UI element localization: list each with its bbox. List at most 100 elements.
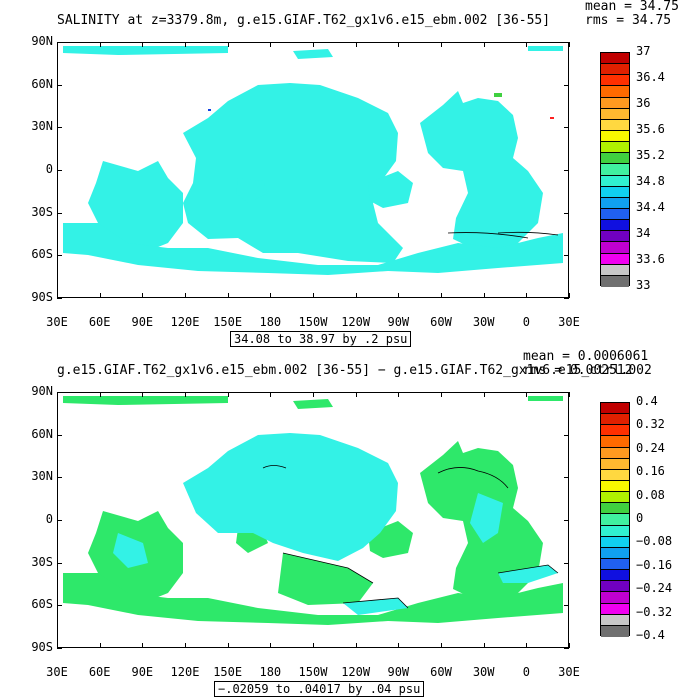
y-tick bbox=[57, 392, 62, 393]
y-tick bbox=[564, 605, 569, 607]
colorbar-swatch bbox=[601, 142, 629, 154]
x-tick bbox=[185, 42, 186, 47]
colorbar-label: 36.4 bbox=[636, 70, 665, 84]
y-tick bbox=[57, 42, 62, 43]
colorbar-label: 34.8 bbox=[636, 174, 665, 188]
y-tick bbox=[57, 434, 62, 436]
x-tick bbox=[227, 42, 229, 47]
y-tick bbox=[57, 212, 62, 214]
colorbar-label: 0.32 bbox=[636, 417, 665, 432]
y-tick bbox=[564, 170, 569, 171]
colorbar-swatch bbox=[601, 86, 629, 98]
colorbar-label: 35.6 bbox=[636, 122, 665, 136]
colorbar-label: 36 bbox=[636, 96, 651, 110]
colorbar-label: 0.16 bbox=[636, 464, 665, 479]
rms-stat: rms = 0.002512 bbox=[523, 363, 633, 378]
y-axis-label: 0 bbox=[45, 512, 53, 526]
colorbar-difference bbox=[600, 402, 630, 637]
x-tick bbox=[142, 42, 144, 47]
x-tick bbox=[483, 392, 485, 397]
y-tick bbox=[57, 170, 62, 171]
colorbar-label: −0.08 bbox=[636, 534, 673, 549]
x-tick bbox=[569, 392, 570, 397]
x-tick bbox=[355, 42, 357, 47]
y-tick bbox=[57, 477, 62, 479]
x-axis-label: 30E bbox=[46, 315, 68, 329]
x-tick bbox=[355, 293, 357, 298]
rms-stat: rms = 34.75 bbox=[585, 13, 672, 28]
y-axis-label: 60S bbox=[31, 597, 53, 612]
y-tick bbox=[564, 434, 569, 436]
x-tick bbox=[441, 392, 442, 397]
y-tick bbox=[564, 520, 569, 521]
x-axis-label: 90E bbox=[131, 315, 154, 329]
difference-field bbox=[63, 396, 563, 625]
mean-stat: mean = 0.0006061 bbox=[523, 349, 649, 364]
y-axis-label: 60S bbox=[31, 247, 53, 262]
y-axis-label: 0 bbox=[45, 162, 53, 176]
colorbar-swatch bbox=[601, 625, 629, 637]
x-tick bbox=[398, 643, 400, 648]
colorbar-swatch bbox=[601, 614, 629, 626]
x-axis-label: 0 bbox=[522, 315, 530, 329]
x-axis-label: 30E bbox=[558, 665, 580, 679]
colorbar-swatch bbox=[601, 253, 629, 265]
x-axis-label: 150E bbox=[213, 665, 243, 679]
colorbar-label: −0.4 bbox=[636, 628, 665, 642]
y-tick bbox=[564, 298, 569, 299]
x-tick bbox=[57, 293, 58, 298]
y-tick bbox=[564, 255, 569, 257]
colorbar-swatch bbox=[601, 547, 629, 559]
x-tick bbox=[142, 293, 144, 298]
y-tick bbox=[57, 605, 62, 607]
x-tick bbox=[526, 293, 528, 298]
y-axis-label: 30S bbox=[31, 204, 53, 219]
x-axis-label: 0 bbox=[522, 665, 530, 679]
x-axis-label: 150W bbox=[298, 315, 328, 329]
x-tick bbox=[99, 643, 101, 648]
colorbar-swatch bbox=[601, 469, 629, 481]
x-tick bbox=[99, 42, 101, 47]
x-axis-label: 90W bbox=[387, 665, 410, 679]
y-tick bbox=[564, 84, 569, 86]
colorbar-swatch bbox=[601, 492, 629, 504]
x-tick bbox=[99, 392, 101, 397]
x-tick bbox=[270, 293, 272, 298]
panel-title: SALINITY at z=3379.8m, g.e15.GIAF.T62_gx… bbox=[57, 13, 551, 28]
salinity-ocean bbox=[63, 46, 563, 275]
map-difference bbox=[57, 392, 569, 648]
x-tick bbox=[270, 643, 272, 648]
x-axis-label: 120W bbox=[341, 315, 371, 329]
x-tick bbox=[57, 42, 58, 47]
colorbar-swatch bbox=[601, 514, 629, 526]
x-tick bbox=[270, 392, 272, 397]
x-tick bbox=[185, 392, 186, 397]
x-tick bbox=[483, 42, 485, 47]
colorbar-label: 34 bbox=[636, 226, 651, 240]
colorbar-swatch bbox=[601, 264, 629, 276]
colorbar-swatch bbox=[601, 208, 629, 221]
contour-range-label: 34.08 to 38.97 by .2 psu bbox=[230, 331, 412, 347]
x-tick bbox=[526, 392, 528, 397]
colorbar-swatch bbox=[601, 458, 629, 470]
x-axis-label: 30E bbox=[558, 315, 580, 329]
y-tick bbox=[564, 648, 569, 649]
x-axis-label: 30E bbox=[46, 665, 68, 679]
x-tick bbox=[569, 643, 570, 648]
y-axis-label: 30N bbox=[31, 119, 53, 134]
colorbar-swatch bbox=[601, 581, 629, 593]
x-tick bbox=[398, 293, 400, 298]
y-tick bbox=[57, 520, 62, 521]
colorbar-label: 0.24 bbox=[636, 440, 665, 455]
y-tick bbox=[57, 255, 62, 257]
colorbar-label: −0.24 bbox=[636, 581, 673, 596]
colorbar-swatch bbox=[601, 220, 629, 232]
colorbar-swatch bbox=[601, 503, 629, 515]
colorbar-swatch bbox=[601, 186, 629, 198]
colorbar-salinity bbox=[600, 52, 630, 287]
colorbar-swatch bbox=[601, 164, 629, 176]
colorbar-swatch bbox=[601, 525, 629, 537]
y-tick bbox=[57, 84, 62, 86]
panel-title: g.e15.GIAF.T62_gx1v6.e15_ebm.002 [36-55]… bbox=[57, 363, 652, 378]
